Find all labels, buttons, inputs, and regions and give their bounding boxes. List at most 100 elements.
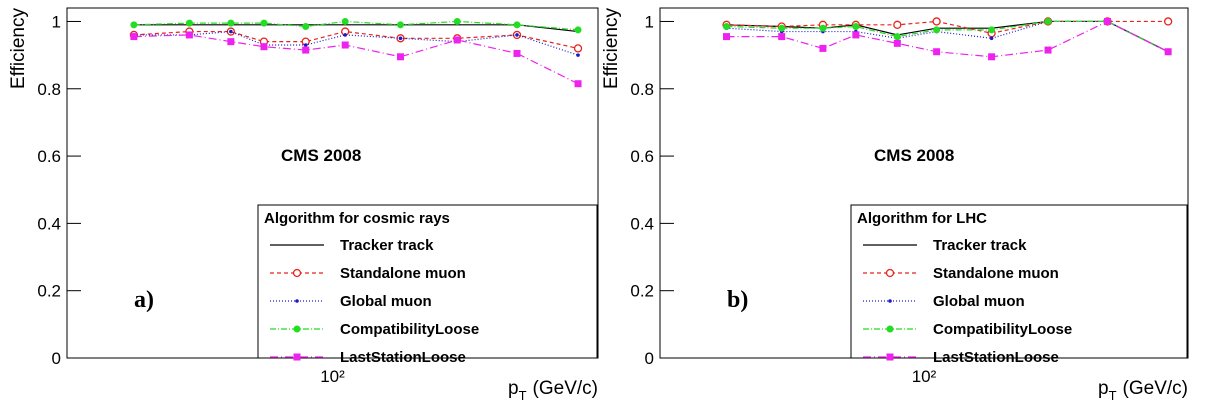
legend-label: Tracker track xyxy=(340,237,434,254)
y-tick-label: 0.4 xyxy=(37,214,61,233)
marker xyxy=(574,26,582,34)
marker xyxy=(778,24,786,32)
marker xyxy=(260,43,268,51)
series-line xyxy=(133,30,579,56)
series-line xyxy=(726,20,1169,53)
annotation: CMS 2008 xyxy=(874,146,954,165)
marker xyxy=(292,268,302,278)
legend-title: Algorithm for LHC xyxy=(857,210,987,227)
marker xyxy=(396,53,404,61)
marker xyxy=(302,23,310,31)
y-tick-label: 0 xyxy=(645,349,654,368)
marker xyxy=(227,19,235,27)
x-label-symbol: p xyxy=(508,378,519,399)
legend-label: LastStationLoose xyxy=(340,349,466,366)
marker xyxy=(398,36,403,41)
panel: 0 0.2 0.4 0.6 0.8 1 10² Efficiency pT (GeV/c) CMS … xyxy=(8,7,599,403)
series-line xyxy=(133,34,579,85)
marker xyxy=(893,39,901,47)
x-axis-label: pT (GeV/c) xyxy=(1098,378,1188,403)
legend-label: Tracker track xyxy=(933,237,1027,254)
marker xyxy=(989,36,994,41)
x-label-symbol: p xyxy=(1098,378,1109,399)
marker xyxy=(723,23,731,31)
marker xyxy=(1163,17,1173,26)
marker xyxy=(888,299,892,303)
y-axis-label: Efficiency xyxy=(601,8,622,89)
marker xyxy=(130,21,138,29)
y-tick-label: 0.8 xyxy=(37,80,61,99)
legend-box xyxy=(850,204,1188,359)
x-label-subscript: T xyxy=(1109,388,1117,403)
marker xyxy=(886,353,894,361)
legend-label: LastStationLoose xyxy=(933,349,1059,366)
marker xyxy=(573,44,583,53)
y-tick-label: 0.4 xyxy=(630,214,654,233)
marker xyxy=(933,48,941,56)
panel: 0 0.2 0.4 0.6 0.8 1 10² Efficiency pT (GeV/c) CMS … xyxy=(601,7,1189,403)
marker xyxy=(988,53,996,61)
marker xyxy=(341,41,349,49)
series-line xyxy=(133,24,579,33)
marker xyxy=(933,26,941,34)
marker xyxy=(819,44,827,52)
marker xyxy=(886,325,894,333)
x-axis-label: pT (GeV/c) xyxy=(508,378,598,403)
x-tick-label: 10² xyxy=(320,367,345,386)
marker xyxy=(341,17,349,25)
marker xyxy=(260,19,268,27)
marker xyxy=(819,24,827,32)
marker xyxy=(1044,17,1052,25)
marker xyxy=(185,31,193,39)
panel-label: a) xyxy=(134,287,154,313)
marker xyxy=(343,33,347,37)
marker xyxy=(453,17,461,25)
y-tick-label: 0.6 xyxy=(37,147,61,166)
marker xyxy=(893,20,902,29)
legend-label: CompatibilityLoose xyxy=(933,321,1072,338)
marker xyxy=(576,53,580,57)
marker xyxy=(302,46,310,54)
marker xyxy=(723,33,731,41)
marker xyxy=(778,33,786,41)
series-line xyxy=(133,20,579,31)
series-line xyxy=(726,20,1169,58)
marker xyxy=(1044,46,1052,54)
marker xyxy=(515,33,519,37)
legend-label: Standalone muon xyxy=(933,265,1059,282)
y-tick-label: 0.2 xyxy=(37,282,61,301)
y-axis-label: Efficiency xyxy=(8,8,29,89)
marker xyxy=(303,43,308,47)
marker xyxy=(229,29,233,34)
legend-label: Global muon xyxy=(933,293,1025,310)
marker xyxy=(130,33,138,41)
marker xyxy=(293,325,301,333)
y-tick-label: 0.6 xyxy=(630,147,654,166)
x-tick-label: 10² xyxy=(912,367,937,386)
marker xyxy=(1103,17,1111,25)
legend-label: Standalone muon xyxy=(340,265,466,282)
legend-title: Algorithm for cosmic rays xyxy=(264,210,450,227)
series-line xyxy=(726,20,1169,53)
legend-label: Global muon xyxy=(340,293,432,310)
marker xyxy=(1164,48,1172,56)
marker xyxy=(396,21,404,29)
y-tick-label: 1 xyxy=(645,12,654,31)
marker xyxy=(453,36,461,44)
marker xyxy=(227,38,235,46)
marker xyxy=(513,21,521,29)
marker xyxy=(293,353,301,361)
marker xyxy=(932,17,941,26)
marker xyxy=(513,49,521,57)
marker xyxy=(988,26,996,34)
marker xyxy=(295,299,299,303)
y-tick-label: 0 xyxy=(52,349,61,368)
y-tick-label: 0.2 xyxy=(630,282,654,301)
legend-label: CompatibilityLoose xyxy=(340,321,479,338)
marker xyxy=(885,268,895,278)
marker xyxy=(852,23,860,31)
legend-box xyxy=(257,204,598,359)
annotation: CMS 2008 xyxy=(281,146,361,165)
panel-label: b) xyxy=(727,287,748,313)
